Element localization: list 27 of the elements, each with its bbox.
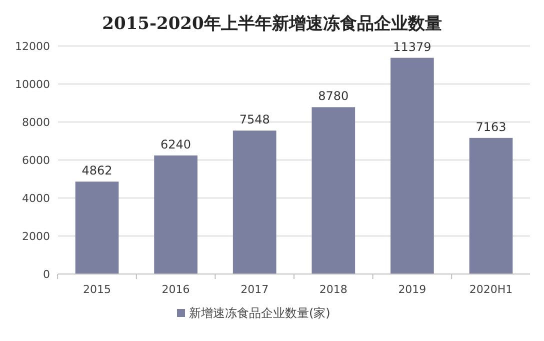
bar xyxy=(312,107,356,274)
x-tick-label: 2016 xyxy=(162,283,190,296)
y-tick-label: 10000 xyxy=(15,78,50,91)
legend-label: 新增速冻食品企业数量(家) xyxy=(189,306,330,320)
bar xyxy=(469,138,513,274)
y-tick-label: 4000 xyxy=(22,192,50,205)
x-tick-label: 2015 xyxy=(83,283,112,296)
y-tick-label: 2000 xyxy=(22,230,50,243)
x-tick-label: 2019 xyxy=(398,283,426,296)
data-label: 4862 xyxy=(82,164,112,178)
x-tick-label: 2020H1 xyxy=(469,283,513,296)
y-tick-label: 12000 xyxy=(15,40,50,53)
data-label: 11379 xyxy=(393,40,432,54)
x-tick-label: 2018 xyxy=(319,283,348,296)
y-tick-label: 6000 xyxy=(22,154,50,167)
x-tick-label: 2017 xyxy=(240,283,269,296)
bar xyxy=(154,155,198,274)
y-tick-label: 0 xyxy=(43,268,50,281)
data-label: 7163 xyxy=(476,120,506,134)
chart-title: 2015-2020年上半年新增速冻食品企业数量 xyxy=(102,14,442,34)
data-label: 7548 xyxy=(239,112,270,127)
y-tick-label: 8000 xyxy=(22,116,50,129)
bar xyxy=(390,58,434,274)
data-label: 6240 xyxy=(160,137,192,152)
bar xyxy=(232,130,276,274)
data-label: 8780 xyxy=(318,89,349,104)
bar xyxy=(75,182,119,274)
